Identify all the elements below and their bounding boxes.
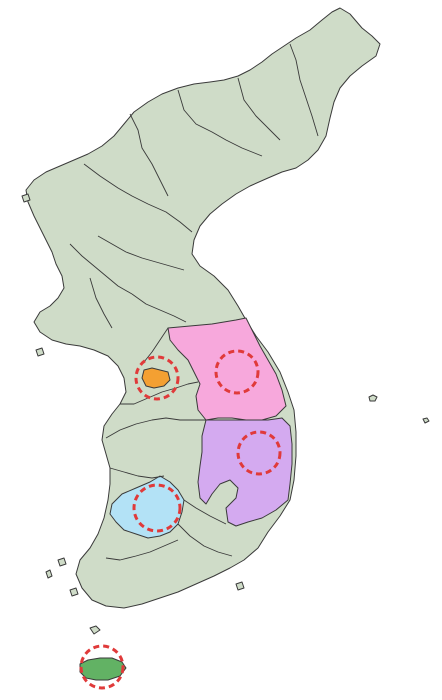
marker-gyeongbuk[interactable] [236,430,282,476]
marker-jeju[interactable] [79,644,125,690]
marker-seoul[interactable] [134,355,180,401]
gyeongbuk-region[interactable] [197,417,293,527]
dokdo-island[interactable] [422,417,430,424]
ulleungdo-island[interactable] [368,394,378,402]
province-borders [69,43,319,561]
marker-gangwon[interactable] [214,349,260,395]
highlight-markers [79,349,282,690]
marker-gwangju[interactable] [132,483,182,533]
coastal-islands [21,193,245,635]
peninsula-landmass[interactable] [25,7,381,609]
seoul-region[interactable] [141,367,171,389]
gwangju-region[interactable] [109,475,185,539]
